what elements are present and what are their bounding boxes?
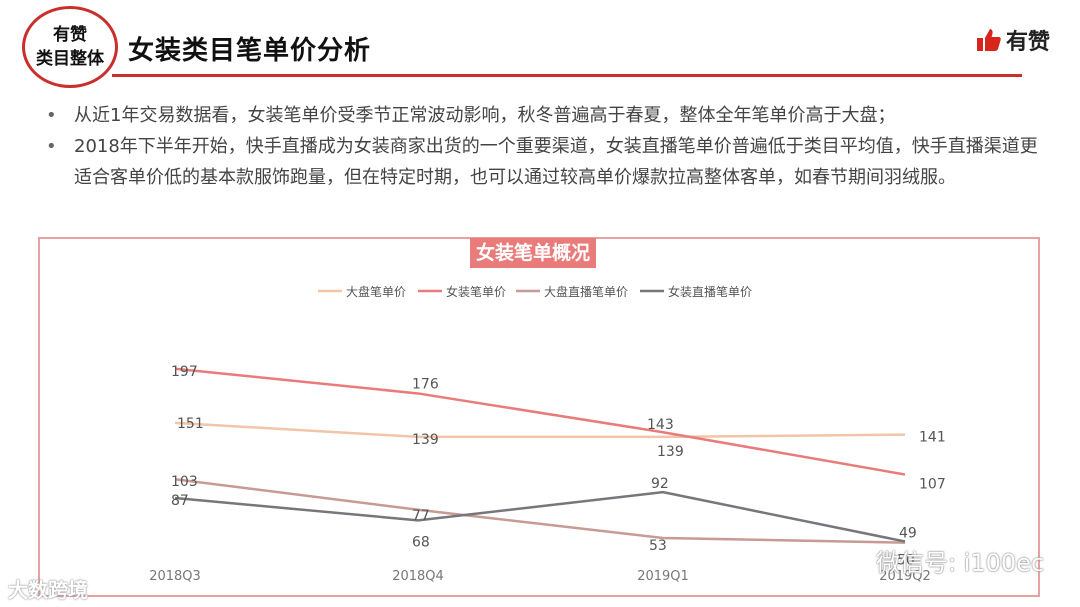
data-label: 176 <box>412 376 439 392</box>
watermark-left: 大数跨境 <box>8 578 88 602</box>
bullet-item: • 2018年下半年开始，快手直播成为女装商家出货的一个重要渠道，女装直播笔单价… <box>44 131 1054 193</box>
badge-line2: 类目整体 <box>36 49 104 69</box>
bullet-list: • 从近1年交易数据看，女装笔单价受季节正常波动影响，秋冬普遍高于春夏，整体全年… <box>44 100 1054 193</box>
series-line <box>174 421 906 439</box>
data-label: 107 <box>919 477 946 493</box>
legend-label: 大盘笔单价 <box>346 284 406 299</box>
data-label: 92 <box>651 476 669 492</box>
legend-label: 女装笔单价 <box>446 284 506 299</box>
legend-label: 大盘直播笔单价 <box>544 284 628 299</box>
data-label: 87 <box>171 493 189 509</box>
data-label: 103 <box>171 474 198 490</box>
data-label: 141 <box>919 430 946 446</box>
data-label: 77 <box>412 508 430 524</box>
x-tick-label: 2018Q3 <box>149 569 201 584</box>
x-tick-label: 2019Q2 <box>879 569 931 584</box>
data-label: 68 <box>412 534 430 550</box>
title-underline <box>112 74 1022 77</box>
bullet-text: 从近1年交易数据看，女装笔单价受季节正常波动影响，秋冬普遍高于春夏，整体全年笔单… <box>74 105 896 126</box>
page-title: 女装类目笔单价分析 <box>128 36 372 66</box>
data-label: 50 <box>897 553 915 569</box>
wechat-icon <box>839 548 870 572</box>
series-line <box>174 367 906 476</box>
watermark-right-text: 微信号: i100ec <box>876 549 1045 577</box>
data-label: 139 <box>657 444 684 460</box>
section-badge: 有赞 类目整体 <box>22 6 118 88</box>
thumbs-up-icon <box>976 29 1001 51</box>
data-label: 49 <box>899 526 917 542</box>
series-line <box>174 490 906 543</box>
badge-line1: 有赞 <box>53 25 87 45</box>
brand-name: 有赞 <box>1005 30 1050 55</box>
data-label: 151 <box>177 416 204 432</box>
data-label: 197 <box>171 364 198 380</box>
x-tick-label: 2019Q1 <box>637 569 689 584</box>
bullet-marker: • <box>46 105 57 126</box>
data-label: 53 <box>649 538 667 554</box>
series-line <box>174 477 906 544</box>
data-label: 143 <box>647 417 674 433</box>
bullet-item: • 从近1年交易数据看，女装笔单价受季节正常波动影响，秋冬普遍高于春夏，整体全年… <box>44 100 1054 131</box>
data-label: 139 <box>412 432 439 448</box>
x-tick-label: 2018Q4 <box>392 569 444 584</box>
legend-label: 女装直播笔单价 <box>668 284 752 299</box>
bullet-marker: • <box>46 136 57 157</box>
chart-title: 女装笔单概况 <box>470 238 597 268</box>
bullet-text: 2018年下半年开始，快手直播成为女装商家出货的一个重要渠道，女装直播笔单价普遍… <box>74 136 1038 188</box>
watermark-right: 微信号: i100ec <box>838 543 1044 578</box>
brand-logo: 有赞 <box>976 24 1050 56</box>
